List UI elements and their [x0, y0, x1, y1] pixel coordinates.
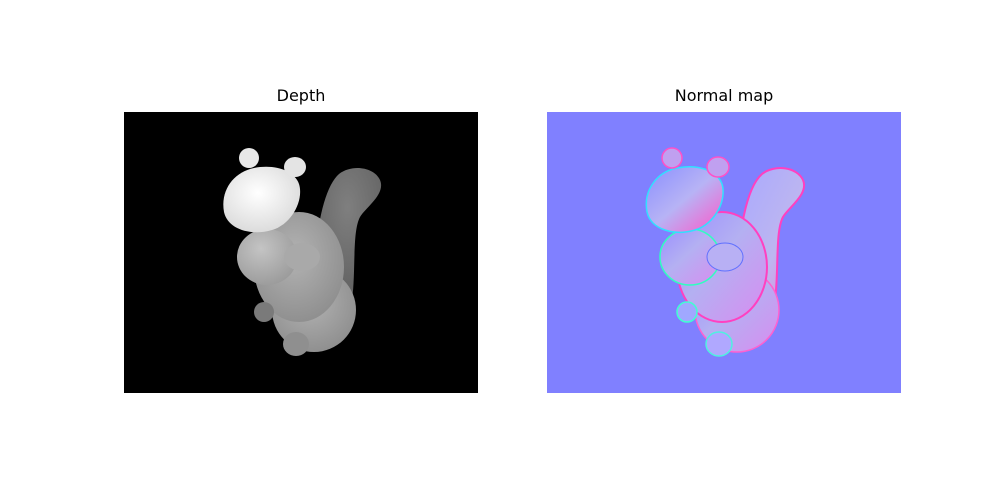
ear-right	[284, 157, 306, 177]
head	[223, 166, 301, 233]
squirrel-normal-silhouette	[645, 147, 806, 357]
foot-bottom	[283, 332, 309, 356]
ear-right	[706, 156, 730, 178]
ear-left	[239, 148, 259, 168]
normal-map-panel-title: Normal map	[674, 86, 774, 105]
arm	[237, 229, 297, 285]
foot-left	[676, 301, 698, 323]
squirrel-depth-silhouette	[223, 148, 382, 356]
foot-bottom	[705, 331, 733, 357]
head	[645, 166, 724, 233]
paw	[284, 243, 320, 271]
ear-left	[661, 147, 683, 169]
paw	[706, 242, 744, 272]
foot-left	[254, 302, 274, 322]
depth-panel-title: Depth	[276, 86, 326, 105]
normal-map-image	[547, 112, 901, 393]
depth-image	[124, 112, 478, 393]
